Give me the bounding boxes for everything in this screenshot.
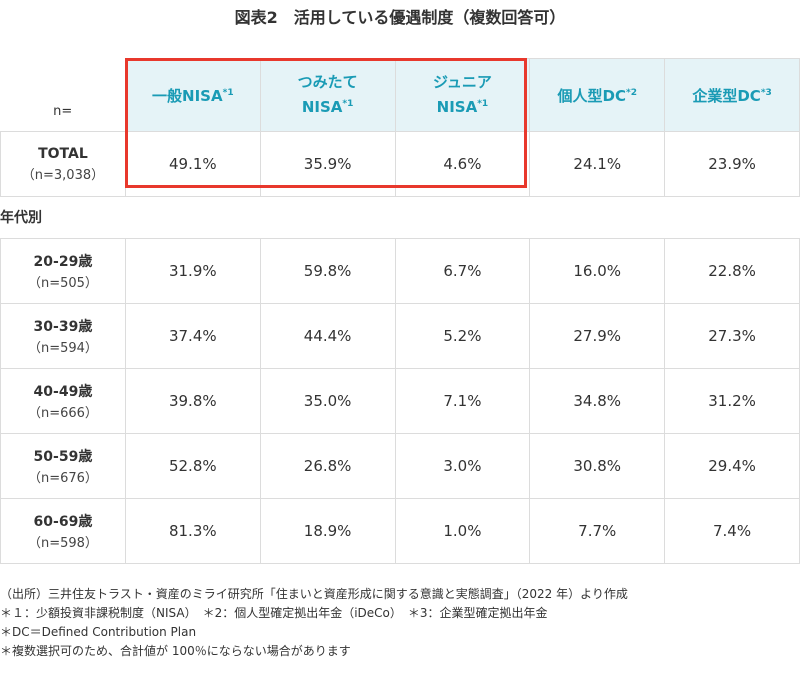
age-table: 20-29歳 （n=505） 31.9% 59.8% 6.7% 16.0% 22.… <box>0 238 800 564</box>
col-header-junior-nisa: ジュニア NISA*1 <box>394 58 531 132</box>
cell-value: 27.9% <box>529 303 666 369</box>
n-label: n= <box>0 58 126 132</box>
header-table: n= 一般NISA*1 つみたて NISA*1 ジュニア NISA*1 個人型DC*… <box>0 58 800 197</box>
col-header-general-nisa: 一般NISA*1 <box>124 58 261 132</box>
cell-value: 37.4% <box>124 303 261 369</box>
source-note: （出所）三井住友トラスト・資産のミライ研究所「住まいと資産形成に関する意識と実態… <box>0 587 628 601</box>
cell-value: 6.7% <box>394 238 531 304</box>
footnotes: （出所）三井住友トラスト・資産のミライ研究所「住まいと資産形成に関する意識と実態… <box>0 585 628 661</box>
cell-value: 7.7% <box>529 498 666 564</box>
cell-value: 49.1% <box>124 130 261 197</box>
cell-value: 59.8% <box>259 238 396 304</box>
row-label: 50-59歳 （n=676） <box>0 433 126 499</box>
col-header-corporate-dc: 企業型DC*3 <box>664 58 800 132</box>
row-label: 40-49歳 （n=666） <box>0 368 126 434</box>
cell-value: 18.9% <box>259 498 396 564</box>
figure-title: 図表2 活用している優遇制度（複数回答可） <box>234 8 566 27</box>
cell-value: 22.8% <box>664 238 800 304</box>
cell-value: 81.3% <box>124 498 261 564</box>
cell-value: 39.8% <box>124 368 261 434</box>
row-label: 60-69歳 （n=598） <box>0 498 126 564</box>
cell-value: 35.0% <box>259 368 396 434</box>
footnote-multiple-choice: ＊複数選択可のため、合計値が 100％にならない場合があります <box>0 644 351 658</box>
cell-value: 23.9% <box>664 130 800 197</box>
footnote-dc: ＊DC＝Defined Contribution Plan <box>0 625 197 639</box>
cell-value: 5.2% <box>394 303 531 369</box>
row-label: 30-39歳 （n=594） <box>0 303 126 369</box>
cell-value: 26.8% <box>259 433 396 499</box>
table-row: 60-69歳 （n=598） 81.3% 18.9% 1.0% 7.7% 7.4% <box>0 498 800 564</box>
cell-value: 31.9% <box>124 238 261 304</box>
row-label: TOTAL （n=3,038） <box>0 130 126 197</box>
cell-value: 31.2% <box>664 368 800 434</box>
footnote-definitions: ＊１：少額投資非課税制度（NISA） ＊2：個人型確定拠出年金（iDeCo） ＊… <box>0 606 548 620</box>
cell-value: 44.4% <box>259 303 396 369</box>
cell-value: 52.8% <box>124 433 261 499</box>
cell-value: 30.8% <box>529 433 666 499</box>
cell-value: 7.1% <box>394 368 531 434</box>
cell-value: 4.6% <box>394 130 531 197</box>
table-row: 40-49歳 （n=666） 39.8% 35.0% 7.1% 34.8% 31.… <box>0 368 800 434</box>
cell-value: 27.3% <box>664 303 800 369</box>
cell-value: 35.9% <box>259 130 396 197</box>
cell-value: 29.4% <box>664 433 800 499</box>
cell-value: 7.4% <box>664 498 800 564</box>
cell-value: 3.0% <box>394 433 531 499</box>
cell-value: 16.0% <box>529 238 666 304</box>
total-row: TOTAL （n=3,038） 49.1% 35.9% 4.6% 24.1% 23… <box>0 130 800 197</box>
row-label: 20-29歳 （n=505） <box>0 238 126 304</box>
table-row: 50-59歳 （n=676） 52.8% 26.8% 3.0% 30.8% 29.… <box>0 433 800 499</box>
col-header-individual-dc: 個人型DC*2 <box>529 58 666 132</box>
header-row: n= 一般NISA*1 つみたて NISA*1 ジュニア NISA*1 個人型DC*… <box>0 58 800 132</box>
table-row: 20-29歳 （n=505） 31.9% 59.8% 6.7% 16.0% 22.… <box>0 238 800 304</box>
cell-value: 1.0% <box>394 498 531 564</box>
section-label: 年代別 <box>0 210 42 226</box>
col-header-tsumitate-nisa: つみたて NISA*1 <box>259 58 396 132</box>
cell-value: 34.8% <box>529 368 666 434</box>
cell-value: 24.1% <box>529 130 666 197</box>
table-row: 30-39歳 （n=594） 37.4% 44.4% 5.2% 27.9% 27.… <box>0 303 800 369</box>
